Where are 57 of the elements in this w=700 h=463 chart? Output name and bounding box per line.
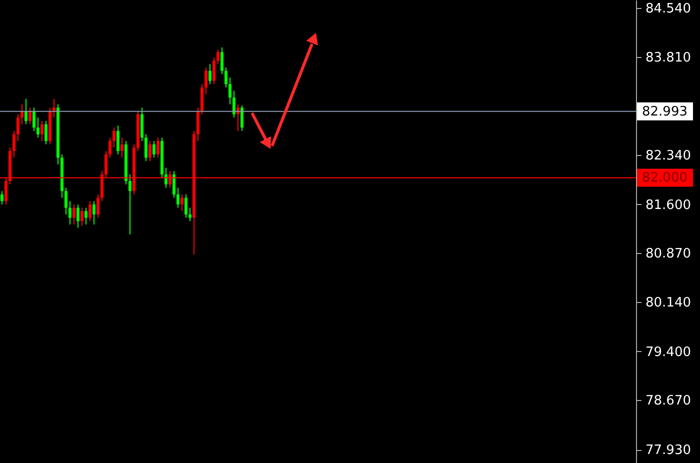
candlestick (172, 170, 176, 198)
candlestick (108, 137, 112, 158)
candlestick (32, 107, 36, 132)
candlestick (148, 140, 152, 162)
y-tick-label: 80.870 (646, 246, 691, 262)
candlestick (200, 84, 204, 115)
candlestick (24, 98, 28, 125)
candlestick (84, 207, 88, 225)
candlestick (64, 187, 68, 215)
candlestick (112, 127, 116, 148)
candlestick (164, 167, 168, 188)
candlestick (180, 194, 184, 212)
y-tick-label: 81.600 (646, 198, 691, 213)
candlestick (208, 64, 212, 85)
y-tick-label: 77.930 (646, 443, 691, 458)
candlestick (220, 46, 224, 75)
ref-line-label: 82.993 (642, 104, 688, 120)
y-tick-label: 84.540 (646, 2, 691, 17)
candlestick (40, 120, 44, 142)
candlestick (16, 114, 20, 142)
candlestick (36, 117, 40, 138)
candlestick (224, 66, 228, 88)
candlestick (92, 200, 96, 225)
candlestick (216, 48, 220, 65)
candlestick (184, 194, 188, 218)
candlestick (240, 105, 244, 132)
y-tick-label: 82.340 (646, 148, 691, 164)
candlestick (188, 207, 192, 222)
candlestick (204, 66, 208, 95)
ref-line-label: 82.000 (642, 170, 688, 186)
candlestick (116, 125, 120, 155)
candlestick (96, 194, 100, 218)
candlestick (140, 107, 144, 142)
y-tick-label: 79.400 (646, 344, 691, 360)
candlestick (156, 137, 160, 158)
candlestick (76, 204, 80, 228)
candlestick (228, 77, 232, 105)
y-tick-label: 83.810 (646, 50, 691, 66)
candlestick (232, 90, 236, 118)
candlestick (152, 140, 156, 158)
candlestick (120, 137, 124, 158)
candlestick (88, 200, 92, 222)
candlestick (212, 56, 216, 85)
candlestick (80, 207, 84, 226)
candlestick (52, 98, 56, 118)
candlestick (176, 187, 180, 208)
candlestick (128, 174, 132, 236)
candlestick (68, 200, 72, 225)
candlestick (144, 134, 148, 162)
y-tick-label: 80.140 (646, 295, 691, 310)
candlestick (0, 190, 4, 205)
candlestick (72, 204, 76, 225)
candlestick (196, 107, 200, 142)
candlestick (44, 120, 48, 145)
candlestick (12, 130, 16, 158)
y-tick-label: 78.670 (646, 394, 691, 409)
candlestick (28, 107, 32, 125)
